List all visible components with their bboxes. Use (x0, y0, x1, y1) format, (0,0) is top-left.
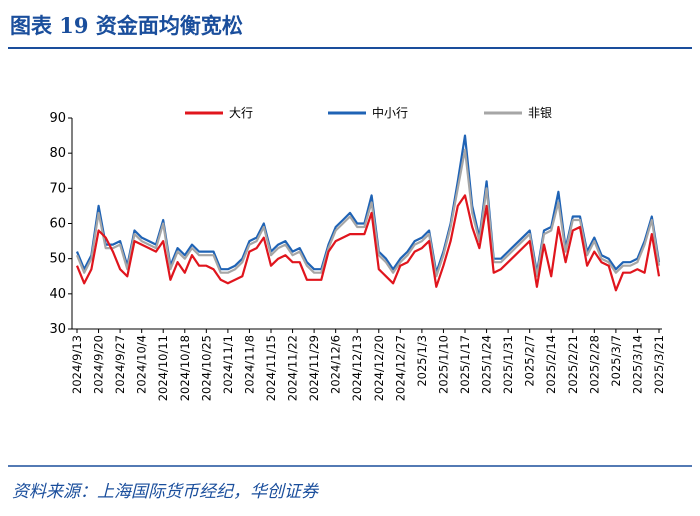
x-tick-label: 2024/9/13 (70, 335, 84, 394)
legend-label: 大行 (229, 106, 253, 120)
x-tick-label: 2025/1/3 (415, 335, 429, 387)
chart-title: 图表 19 资金面均衡宽松 (10, 13, 243, 38)
x-tick-label: 2025/1/24 (480, 335, 494, 394)
x-tick-label: 2024/11/29 (307, 335, 321, 401)
x-tick-label: 2024/10/18 (178, 335, 192, 401)
legend-label: 非银 (528, 106, 552, 120)
legend-label: 中小行 (372, 105, 408, 120)
source: 资料来源：上海国际货币经纪，华创证券 (12, 482, 320, 502)
x-tick-label: 2024/11/1 (221, 335, 235, 394)
line-series (75, 194, 661, 292)
x-tick-label: 2024/11/8 (242, 335, 256, 394)
x-tick-label: 2024/12/20 (372, 335, 386, 401)
x-tick-label: 2024/9/27 (113, 335, 127, 394)
y-tick-label: 50 (49, 252, 66, 267)
line-series (75, 148, 661, 278)
x-tick-label: 2024/12/6 (329, 335, 343, 394)
x-tick-label: 2024/12/13 (350, 335, 364, 401)
y-tick-label: 60 (49, 217, 66, 232)
x-tick-label: 2025/2/21 (566, 335, 580, 394)
x-tick-label: 2025/2/28 (587, 335, 601, 394)
y-tick-label: 90 (49, 111, 66, 126)
x-tick-label: 2024/10/25 (199, 335, 213, 401)
x-tick-label: 2025/2/14 (544, 335, 558, 394)
y-tick-label: 70 (49, 181, 66, 196)
x-tick-label: 2025/3/7 (609, 335, 623, 387)
x-tick-label: 2024/12/27 (393, 335, 407, 401)
x-tick-label: 2024/10/4 (135, 335, 149, 394)
x-tick-label: 2025/3/14 (630, 335, 644, 394)
x-tick-label: 2025/3/21 (652, 335, 666, 394)
x-tick-label: 2024/11/22 (286, 335, 300, 401)
x-tick-label: 2024/10/11 (156, 335, 170, 401)
x-tick-label: 2025/1/10 (436, 335, 450, 394)
x-tick-label: 2024/11/15 (264, 335, 278, 401)
y-tick-label: 80 (49, 146, 66, 161)
x-tick-label: 2025/1/31 (501, 335, 515, 394)
y-tick-label: 30 (49, 322, 66, 337)
x-tick-label: 2025/2/7 (523, 335, 537, 387)
y-tick-label: 40 (49, 287, 66, 302)
x-tick-label: 2024/9/20 (92, 335, 106, 394)
x-tick-label: 2025/1/17 (458, 335, 472, 394)
